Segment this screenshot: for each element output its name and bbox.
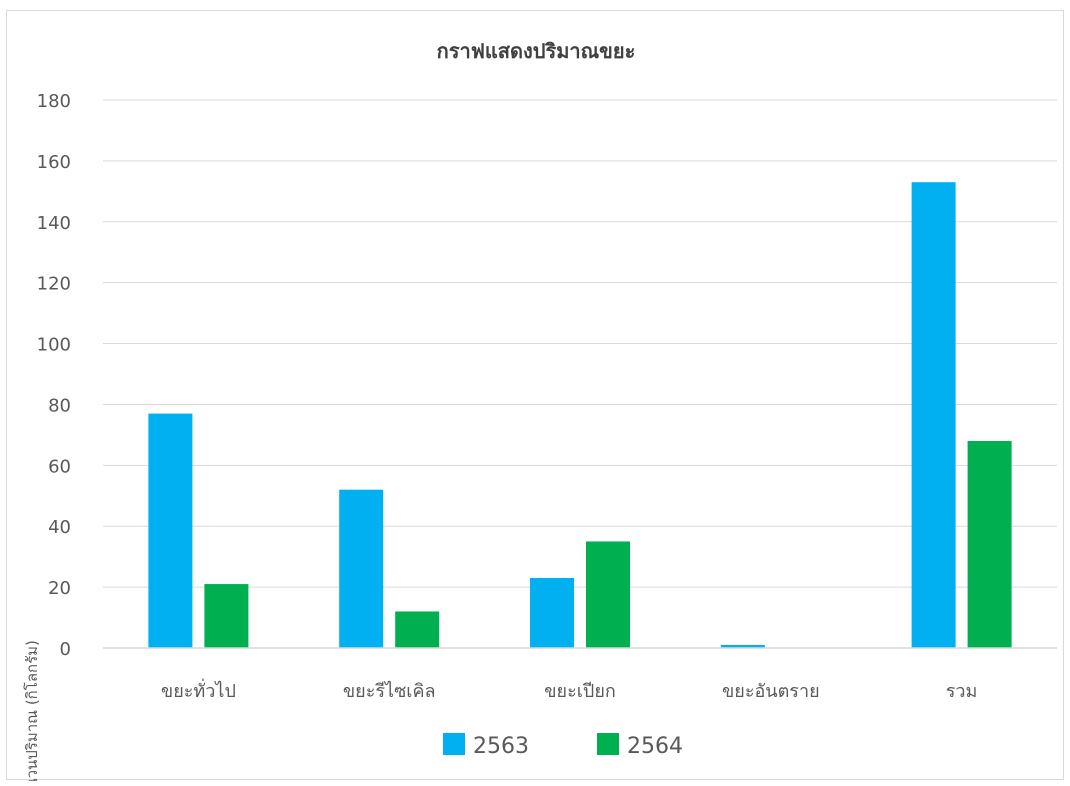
bar-2564-2 [586, 541, 630, 648]
bar-2564-1 [395, 611, 440, 648]
bar-2563-2 [530, 577, 574, 648]
legend-swatch-2564 [597, 733, 619, 755]
bar-2563-0 [148, 413, 193, 648]
x-category-label: รวม [946, 681, 978, 702]
x-category-label: ขยะทั่วไป [161, 678, 236, 702]
bar-2564-0 [204, 584, 249, 648]
x-category-label: ขยะเปียก [544, 681, 616, 702]
legend-swatch-2563 [443, 733, 465, 755]
legend-label: 2563 [473, 734, 529, 759]
y-tick-label: 100 [37, 335, 71, 356]
y-tick-label: 80 [48, 395, 71, 416]
y-tick-label: 0 [60, 639, 71, 660]
bar-2563-3 [720, 644, 765, 648]
bar-2564-4 [967, 440, 1012, 648]
gridlines [103, 99, 1057, 588]
bar-2563-1 [339, 489, 384, 648]
x-category-label: ขยะรีไซเคิล [343, 680, 436, 702]
bar-chart: กราฟแสดงปริมาณขยะ 0 20 40 60 80 100 120 140 160 1… [23, 39, 1057, 786]
bars [148, 182, 1012, 648]
y-tick-label: 20 [48, 578, 71, 599]
y-axis-label: จำนวนปริมาณ (กิโลกรัม) [23, 640, 41, 781]
x-axis-categories: ขยะทั่วไป ขยะรีไซเคิล ขยะเปียก ขยะอันตราย รว… [161, 678, 978, 702]
legend-label: 2564 [627, 734, 683, 759]
legend: 2563 2564 [443, 733, 683, 759]
y-tick-label: 60 [48, 456, 71, 477]
bar-2563-4 [911, 182, 956, 648]
chart-frame: กราฟแสดงปริมาณขยะ 0 20 40 60 80 100 120 140 160 1… [6, 10, 1064, 786]
y-tick-label: 160 [37, 152, 71, 173]
y-tick-label: 40 [48, 517, 71, 538]
y-tick-label: 140 [37, 213, 71, 234]
y-axis-ticks: 0 20 40 60 80 100 120 140 160 180 [37, 91, 71, 660]
chart-title: กราฟแสดงปริมาณขยะ [437, 39, 636, 63]
y-tick-label: 120 [37, 274, 71, 295]
x-category-label: ขยะอันตราย [722, 681, 820, 702]
y-tick-label: 180 [37, 91, 71, 112]
